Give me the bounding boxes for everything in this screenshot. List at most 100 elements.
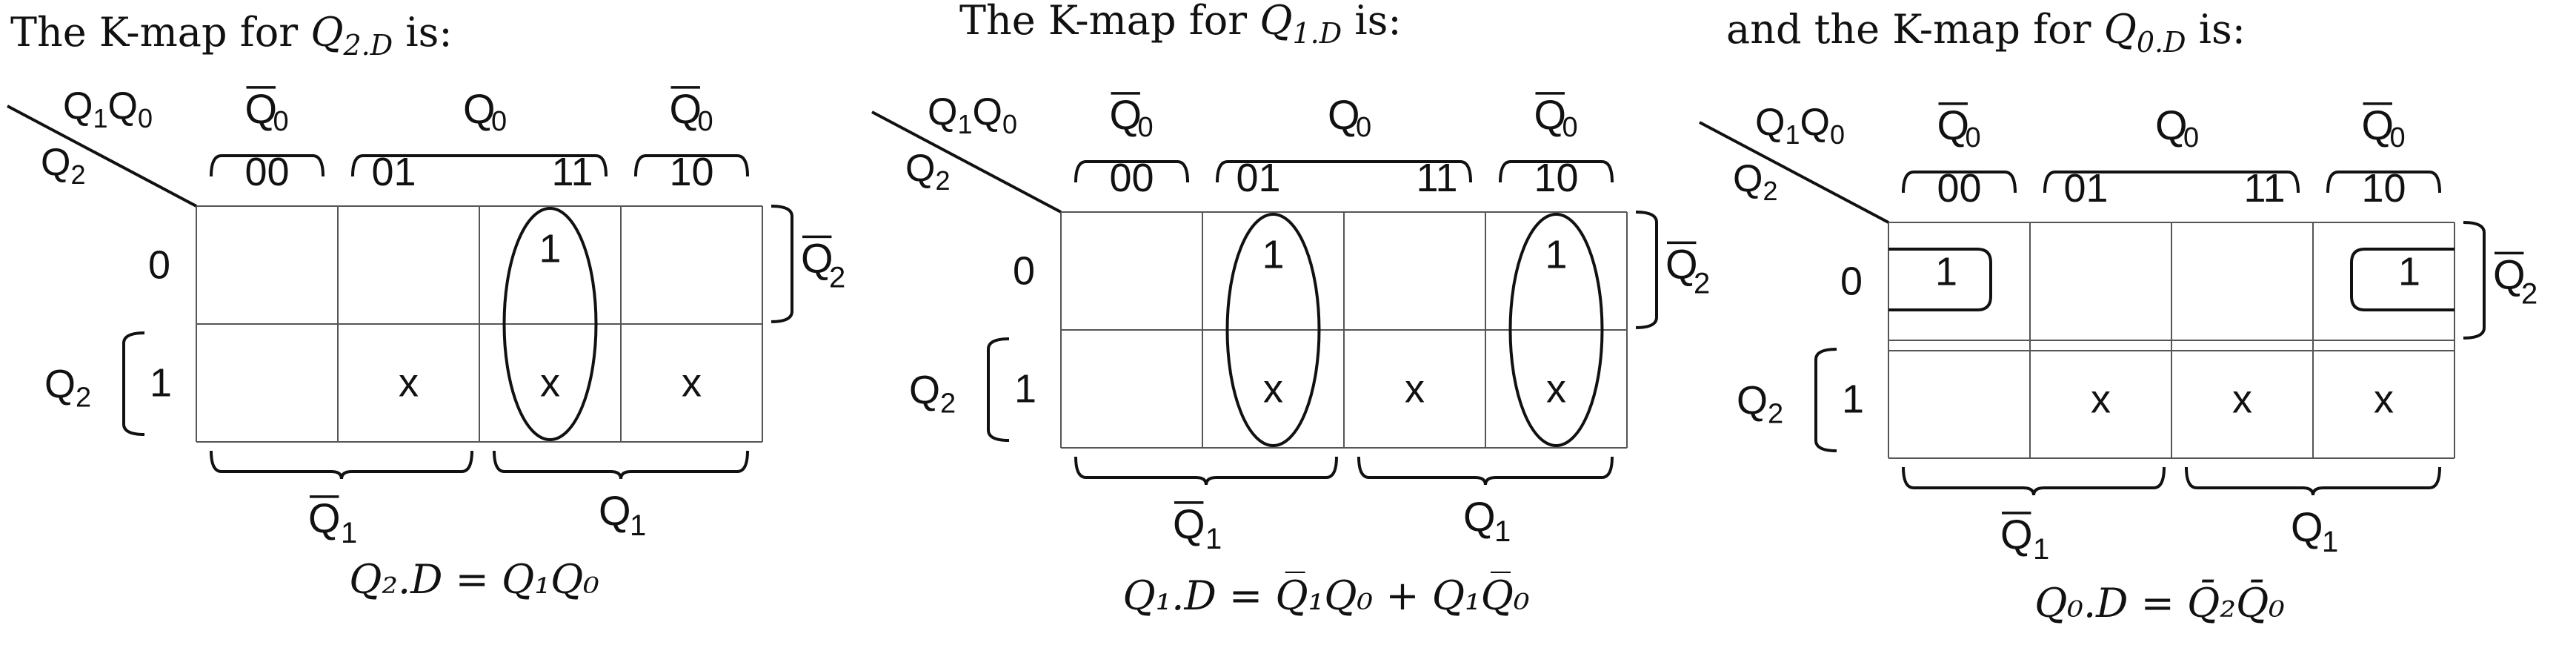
bottom-q1-sym: Q <box>1463 493 1496 540</box>
corner-row-sub: 2 <box>1763 176 1777 206</box>
col-group-q0bar-a-sym: Q <box>1937 102 1970 148</box>
brace-top-00 <box>210 154 325 177</box>
group-ellipse-10 <box>1508 213 1604 447</box>
corner-diagonal <box>1699 121 1889 224</box>
col-group-q0bar-a: Q <box>1110 91 1142 138</box>
col-group-sub: 0 <box>491 106 507 137</box>
bottom-q1: Q <box>2291 503 2323 550</box>
brace-top-10 <box>634 154 749 177</box>
row-q2-sym: Q <box>44 363 76 407</box>
brace-top-00 <box>1074 160 1189 183</box>
corner-col-part: Q <box>1755 101 1785 144</box>
cell-1-1: x <box>1263 367 1283 411</box>
col-group-sub: 0 <box>1562 112 1578 143</box>
bottom-q1bar: Q <box>1173 500 1205 547</box>
col-group-q0bar-b-sym: Q <box>670 85 702 132</box>
row-label-q2bar-sym: Q <box>2493 251 2526 298</box>
col-group-q0: Q <box>2155 102 2188 148</box>
bottom-q1-sub: 1 <box>630 509 646 542</box>
bottom-q1-sym: Q <box>2291 503 2323 550</box>
col-group-q0bar-b-sym: Q <box>1534 91 1567 138</box>
title-sub: 2.D <box>342 29 393 62</box>
brace-top-01-11 <box>1216 160 1472 183</box>
corner-row-sym: Q <box>1733 157 1763 200</box>
row-label-q2bar-sym: Q <box>801 235 833 282</box>
col-group-q0bar-b: Q <box>670 85 702 132</box>
corner-row-sym: Q <box>41 141 70 184</box>
bottom-q1bar-sub: 1 <box>341 517 357 549</box>
corner-row-sub: 2 <box>70 159 85 190</box>
row-label-q2: Q2 <box>1737 379 1783 430</box>
cell-0-3: 1 <box>2398 250 2420 294</box>
title-intro: The K-map for <box>959 0 1259 44</box>
col-group-q0-text: Q <box>463 85 496 132</box>
col-group-q0bar-a-text: Q <box>1937 102 1970 148</box>
bottom-q1-sub: 1 <box>1494 515 1511 548</box>
corner-row-label: Q2 <box>41 141 85 190</box>
row-label-q2bar-sub: 2 <box>829 262 845 294</box>
col-group-q0bar-a: Q <box>245 85 278 132</box>
brace-top-10 <box>2326 171 2441 194</box>
brace-left-q2 <box>987 337 1010 442</box>
brace-right-q2bar <box>2463 221 2486 340</box>
col-group-q0bar-b: Q <box>1534 91 1567 138</box>
col-group-q0-sym: Q <box>2155 102 2188 148</box>
title-sub: 0.D <box>2137 26 2186 59</box>
col-group-q0-sym: Q <box>463 85 496 132</box>
row-label-q2bar-text: Q <box>801 235 833 282</box>
col-group-q0bar-b-text: Q <box>2362 102 2394 148</box>
row-label-q2bar-text: Q <box>2493 251 2526 298</box>
equation-1: Q₁.D = Q̅₁Q₀ + Q₁Q̅₀ <box>1122 571 1529 619</box>
corner-col-part: Q <box>107 85 137 128</box>
group-ellipse-01 <box>1225 213 1321 447</box>
equation-2: Q₀.D = Q̄₂Q̄₀ <box>2034 579 2285 626</box>
row-label-q2: Q2 <box>909 368 956 420</box>
bottom-q1bar-text: Q <box>2000 511 2033 558</box>
cell-0-3: 1 <box>1545 233 1567 277</box>
col-group-q0-sym: Q <box>1328 91 1360 138</box>
bottom-q1-text: Q <box>2291 503 2323 550</box>
row-label-1: 1 <box>1842 377 1864 422</box>
row-label-q2: Q2 <box>44 363 91 414</box>
bottom-q1: Q <box>599 487 631 534</box>
title-var: Q <box>2104 6 2137 53</box>
brace-top-01-11 <box>351 154 608 177</box>
corner-row-label: Q2 <box>905 147 950 196</box>
col-group-sub: 0 <box>1138 112 1154 143</box>
title-end: is: <box>393 9 452 56</box>
brace-bottom-q1bar <box>1074 456 1338 486</box>
col-group-sub: 0 <box>273 106 289 137</box>
kmap-grid <box>196 205 763 443</box>
bottom-q1bar: Q <box>2000 511 2033 558</box>
kmap-title-0: The K-map for Q2.D is: <box>10 9 453 62</box>
corner-diagonal <box>7 105 197 208</box>
bottom-q1-text: Q <box>599 487 631 534</box>
cell-1-3: x <box>1546 367 1566 411</box>
brace-bottom-q1 <box>2185 466 2441 496</box>
row-label-q2bar: Q <box>2493 251 2526 298</box>
brace-right-q2bar <box>1635 211 1658 329</box>
corner-col-label: Q1Q0 <box>63 85 153 133</box>
title-intro: and the K-map for <box>1726 6 2104 53</box>
bottom-q1-sym: Q <box>599 487 631 534</box>
kmap-title-2: and the K-map for Q0.D is: <box>1726 6 2246 59</box>
bottom-q1-sub: 1 <box>2322 526 2338 558</box>
row-q2-sym: Q <box>1737 379 1768 423</box>
bottom-q1bar-text: Q <box>1173 500 1205 547</box>
row-label-q2bar-sub: 2 <box>1694 268 1710 300</box>
row-label-q2bar: Q <box>1665 241 1698 288</box>
title-var: Q <box>1259 0 1292 44</box>
cell-1-1: x <box>399 361 419 406</box>
cell-0-2: 1 <box>539 227 561 271</box>
col-group-q0-text: Q <box>1328 91 1360 138</box>
corner-col-part: 1 <box>93 103 107 133</box>
bottom-q1: Q <box>1463 493 1496 540</box>
col-group-q0bar-a: Q <box>1937 102 1970 148</box>
brace-top-10 <box>1499 160 1614 183</box>
group-wrap-left <box>1888 248 1992 311</box>
cell-1-1: x <box>2091 377 2111 422</box>
col-group-q0bar-b-text: Q <box>1534 91 1567 138</box>
